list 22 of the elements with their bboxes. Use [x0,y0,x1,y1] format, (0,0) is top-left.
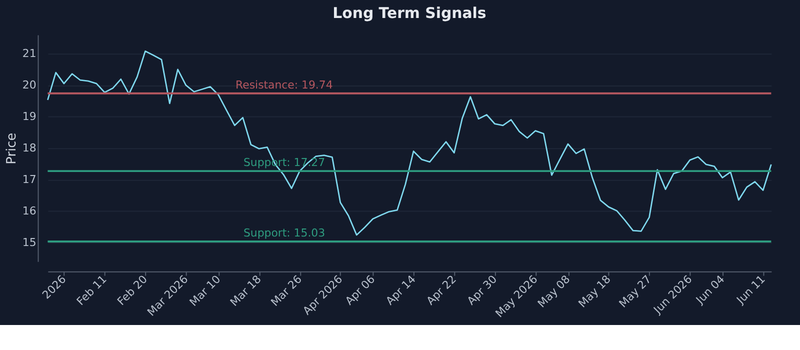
y-axis-title: Price [4,132,20,164]
x-tick-label: Mar 18 [228,272,264,309]
x-tick-label: Feb 11 [74,272,110,308]
chart-title: Long Term Signals [332,4,486,22]
x-tick-label: Apr 30 [464,272,500,308]
ref-line-label: Support: 15.03 [243,226,326,240]
x-tick-label: Mar 10 [187,272,224,309]
x-tick-label: Apr 22 [424,272,459,308]
x-tick-label: Feb 20 [114,272,150,308]
x-tick-label: Jun 11 [734,272,768,308]
y-tick-label: 19 [22,110,36,124]
x-tick-label: Apr 06 [342,272,378,308]
x-tick-label: Mar 26 [268,272,304,309]
y-tick-label: 20 [22,78,36,92]
ref-line-label: Resistance: 19.74 [236,78,333,92]
y-tick-label: 16 [22,204,36,218]
x-tick-label: Jun 04 [692,272,728,308]
y-tick-label: 15 [22,236,36,249]
y-tick-label: 18 [22,142,36,155]
y-tick-label: 21 [22,47,36,60]
y-tick-label: 17 [22,173,36,186]
x-tick-label: Apr 14 [383,272,418,308]
